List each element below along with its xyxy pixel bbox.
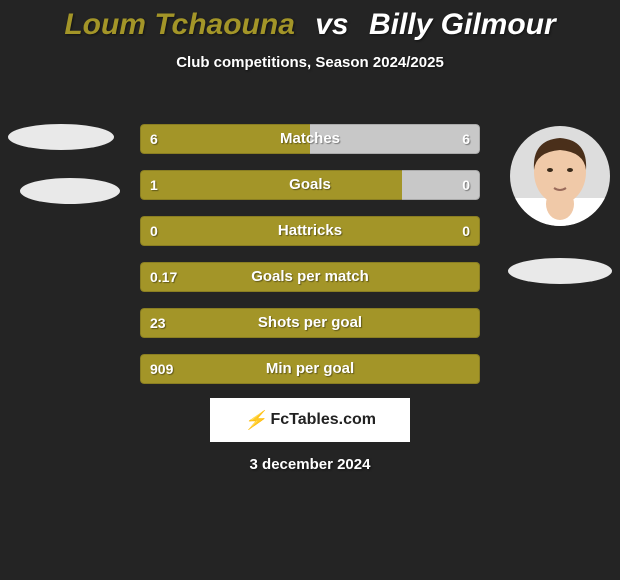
stat-bar-left [140, 216, 480, 246]
player2-avatar [510, 126, 610, 226]
stat-bar-right [402, 170, 480, 200]
stat-bar-row: Matches66 [140, 124, 480, 154]
avatar-eye-right [567, 168, 573, 172]
stat-bar-left [140, 308, 480, 338]
stat-bar-right [310, 124, 480, 154]
logo-text: FcTables.com [270, 411, 376, 429]
stat-bar-row: Hattricks00 [140, 216, 480, 246]
decor-ellipse [508, 258, 612, 284]
stat-bar-left [140, 262, 480, 292]
decor-ellipse [20, 178, 120, 204]
title-player2: Billy Gilmour [369, 8, 556, 41]
decor-ellipse [8, 124, 114, 150]
stat-bar-row: Min per goal909 [140, 354, 480, 384]
title-player1: Loum Tchaouna [64, 8, 295, 41]
stat-bars: Matches66 Goals10 Hattricks00 Goals per mat… [140, 124, 480, 400]
date-label: 3 december 2024 [0, 456, 620, 473]
subtitle: Club competitions, Season 2024/2025 [0, 54, 620, 71]
avatar-eye-left [547, 168, 553, 172]
stat-bar-left [140, 124, 310, 154]
fctables-logo: ⚡ FcTables.com [210, 398, 410, 442]
stat-bar-row: Goals per match0.17 [140, 262, 480, 292]
stat-bar-row: Goals10 [140, 170, 480, 200]
comparison-infographic: Loum Tchaouna vs Billy Gilmour Club comp… [0, 0, 620, 580]
title-vs: vs [315, 8, 348, 41]
page-title: Loum Tchaouna vs Billy Gilmour [0, 8, 620, 42]
avatar-face-icon [510, 126, 610, 226]
logo-mark-icon: ⚡ [244, 410, 266, 431]
stat-bar-left [140, 170, 402, 200]
stat-bar-left [140, 354, 480, 384]
stat-bar-row: Shots per goal23 [140, 308, 480, 338]
